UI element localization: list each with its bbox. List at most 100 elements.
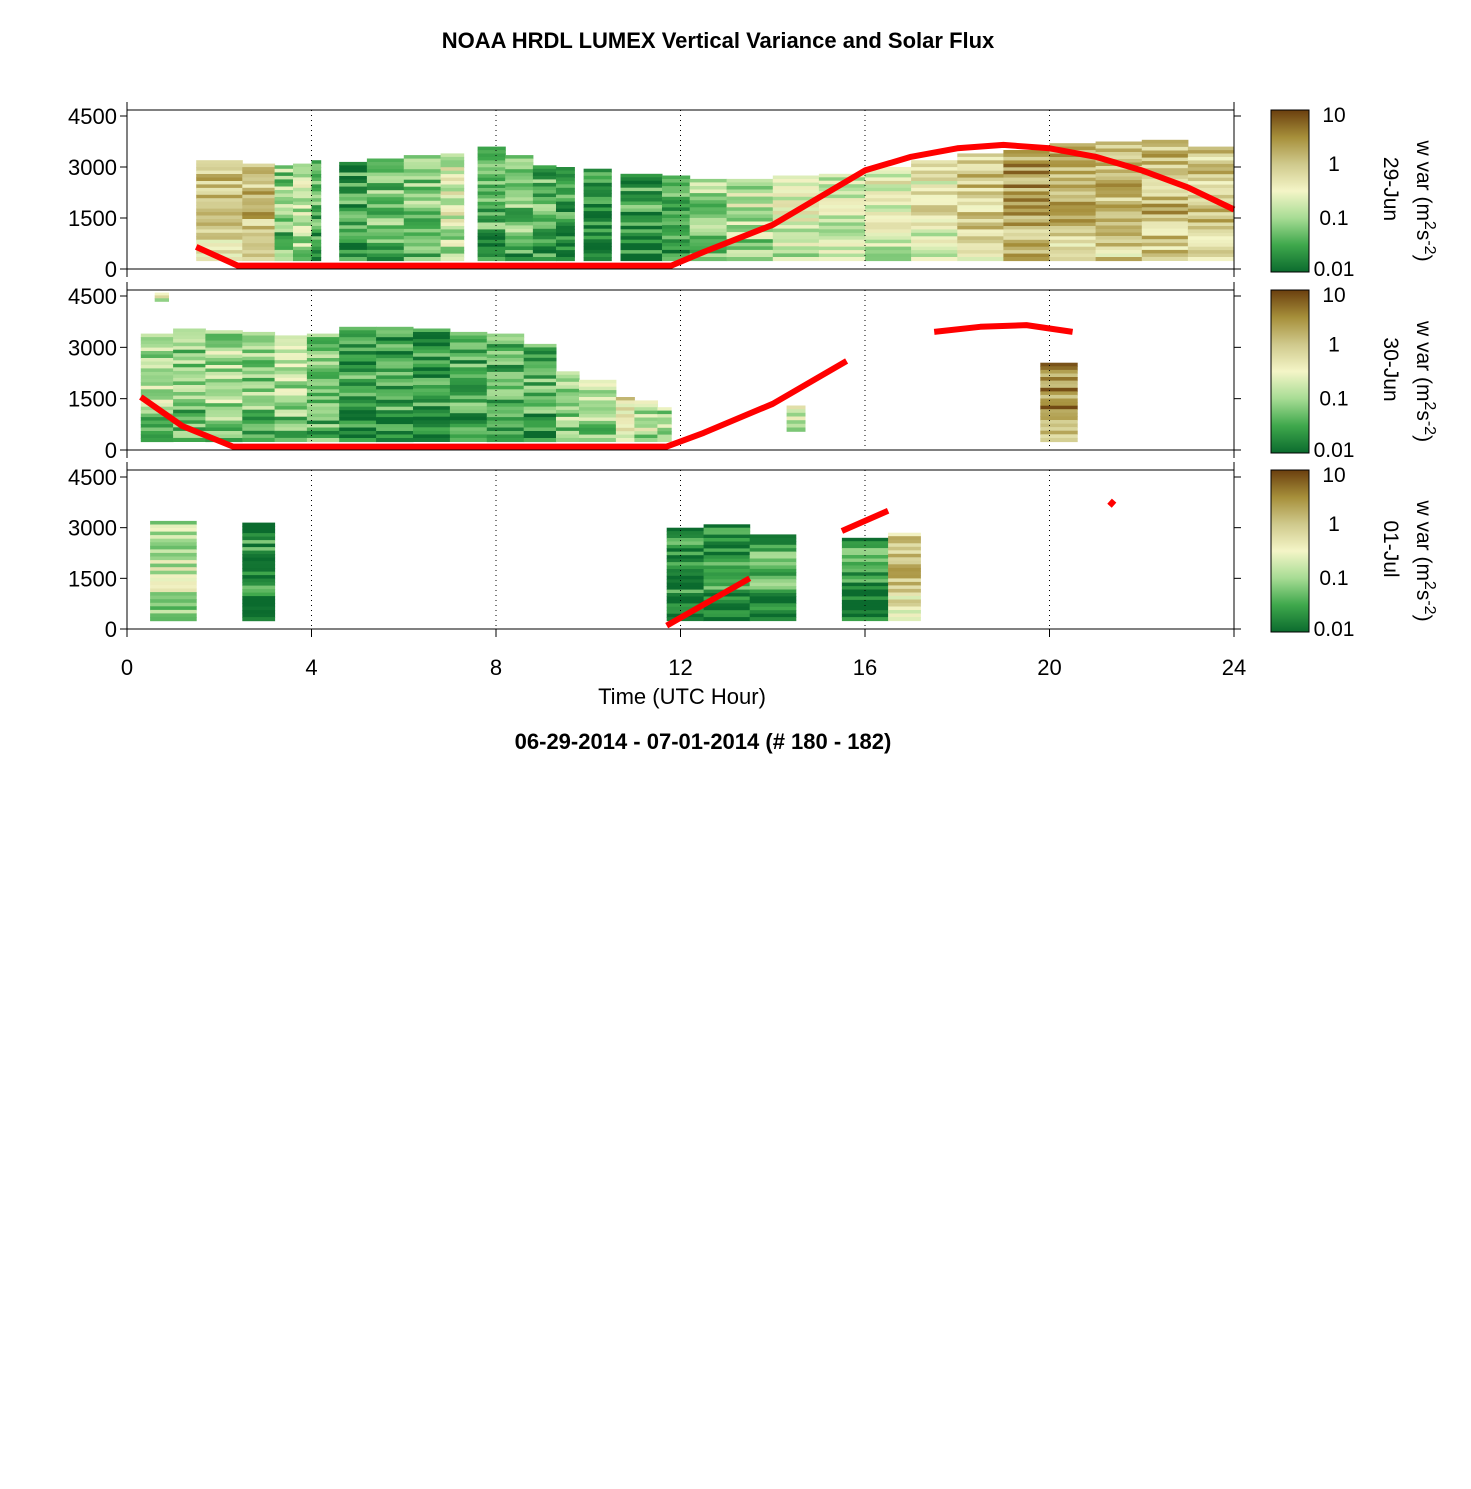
heatmap-cell [865, 243, 912, 248]
heatmap-cell [242, 522, 276, 527]
heatmap-cell [556, 399, 580, 404]
heatmap-cell [339, 172, 368, 177]
heatmap-cell [532, 249, 557, 254]
heatmap-cell [583, 175, 612, 180]
heatmap-cell [339, 190, 368, 195]
heatmap-column [726, 178, 774, 262]
heatmap-cell [366, 242, 405, 247]
heatmap-cell [242, 360, 276, 365]
heatmap-cell [749, 568, 797, 573]
heatmap-cell [1187, 246, 1235, 251]
heatmap-cell [339, 396, 377, 401]
heatmap-cell [1095, 236, 1143, 241]
colorbar-label-part: w var (m [1412, 139, 1435, 221]
heatmap-cell [376, 434, 414, 439]
heatmap-cell [205, 403, 243, 408]
heatmap-cell [1003, 153, 1050, 158]
heatmap-cell [505, 204, 534, 209]
heatmap-cell [957, 208, 1004, 213]
heatmap-cell [749, 565, 797, 570]
heatmap-cell [376, 406, 414, 411]
heatmap-cell [449, 349, 488, 354]
heatmap-cell [413, 420, 451, 425]
heatmap-column [662, 175, 691, 262]
heatmap-cell [140, 364, 174, 369]
heatmap-cell [1187, 163, 1235, 168]
heatmap-cell [1040, 380, 1078, 385]
heatmap-cell [818, 187, 866, 192]
heatmap-cell [477, 191, 506, 196]
heatmap-cell [274, 349, 308, 354]
heatmap-cell [505, 165, 534, 170]
colorbar-tick-label: 0.1 [1319, 207, 1348, 230]
heatmap-cell [749, 551, 797, 556]
heatmap-cell [205, 337, 243, 342]
heatmap-cell [242, 550, 276, 555]
heatmap-cell [205, 375, 243, 380]
heatmap-cell [772, 249, 820, 254]
heatmap-cell [339, 200, 368, 205]
heatmap-cell [772, 257, 820, 262]
heatmap-cell [449, 346, 488, 351]
heatmap-cell [1049, 191, 1097, 196]
heatmap-cell [306, 351, 340, 356]
heatmap-cell [1003, 181, 1050, 186]
heatmap [196, 139, 1235, 262]
heatmap-cell [689, 186, 728, 191]
heatmap-cell [274, 388, 308, 393]
heatmap-cell [689, 217, 728, 222]
heatmap-cell [749, 603, 797, 608]
heatmap-cell [1141, 168, 1189, 173]
heatmap-cell [173, 381, 206, 386]
heatmap-cell [339, 424, 377, 429]
heatmap-cell [579, 403, 617, 408]
heatmap-cell [205, 371, 243, 376]
heatmap-cell [772, 239, 820, 244]
heatmap-cell [505, 155, 534, 160]
heatmap-cell [911, 246, 958, 251]
heatmap-cell [242, 571, 276, 576]
heatmap-cell [1040, 377, 1078, 382]
heatmap-cell [620, 236, 663, 241]
heatmap-cell [888, 617, 921, 622]
x-tick-label: 4 [305, 655, 317, 680]
heatmap-cell [205, 344, 243, 349]
heatmap-column [749, 534, 797, 622]
heatmap-cell [532, 186, 557, 191]
heatmap-cell [505, 250, 534, 255]
heatmap-cell [274, 374, 308, 379]
heatmap-cell [449, 388, 488, 393]
heatmap-cell [140, 427, 174, 432]
heatmap-cell [140, 368, 174, 373]
x-tick-label: 8 [490, 655, 502, 680]
heatmap-cell [689, 239, 728, 244]
heatmap-cell [293, 246, 312, 251]
heatmap-cell [403, 193, 442, 198]
heatmap-cell [196, 239, 243, 244]
heatmap-cell [556, 395, 580, 400]
heatmap-cell [662, 221, 691, 226]
heatmap-cell [703, 572, 751, 577]
heatmap-cell [242, 180, 276, 185]
heatmap-cell [311, 257, 322, 262]
heatmap-cell [634, 424, 658, 429]
heatmap-cell [376, 368, 414, 373]
heatmap-cell [1187, 167, 1235, 172]
heatmap-cell [306, 410, 340, 415]
heatmap-cell [196, 201, 243, 206]
heatmap-cell [339, 207, 368, 212]
heatmap-cell [772, 242, 820, 247]
heatmap-cell [1187, 232, 1235, 237]
heatmap-cell [274, 335, 308, 340]
heatmap-cell [440, 232, 465, 237]
heatmap-cell [376, 375, 414, 380]
heatmap-cell [449, 377, 488, 382]
heatmap-column [140, 333, 174, 443]
heatmap-cell [293, 257, 312, 262]
heatmap-cell [339, 179, 368, 184]
heatmap-cell [449, 395, 488, 400]
heatmap-cell [173, 395, 206, 400]
heatmap-cell [366, 193, 405, 198]
heatmap-cell [311, 215, 322, 220]
heatmap-cell [888, 571, 921, 576]
